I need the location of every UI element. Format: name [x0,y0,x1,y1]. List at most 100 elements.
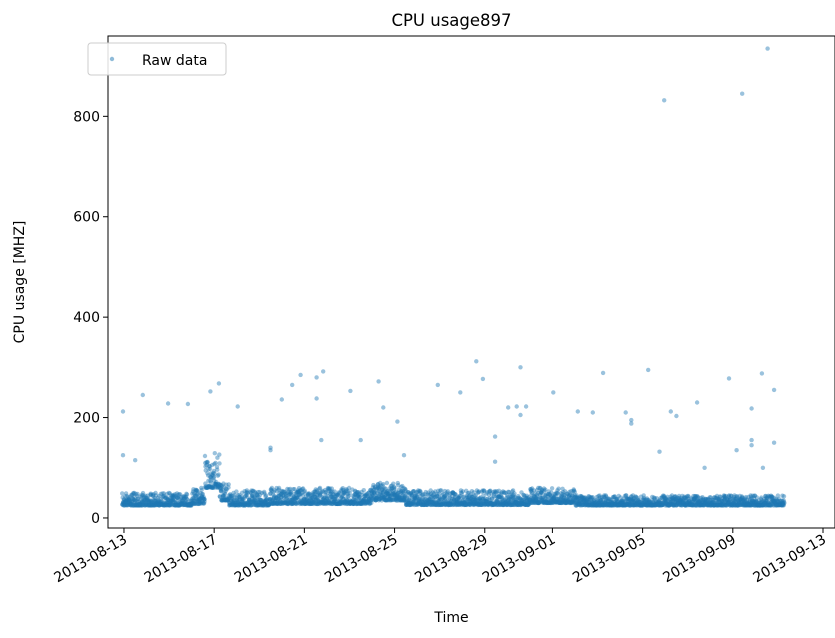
data-point [350,493,356,498]
data-point [120,409,126,414]
data-point [145,493,150,498]
data-point [290,499,295,505]
data-point [288,499,293,505]
data-point [211,470,216,476]
data-point [198,496,203,501]
data-point [252,498,257,503]
data-point [151,502,157,507]
data-point [340,500,345,506]
data-point [244,490,249,496]
data-point [282,500,287,505]
data-point [161,503,166,508]
data-point [315,492,321,497]
data-point [261,502,266,508]
data-point [135,496,140,501]
data-point [226,493,232,498]
data-point [300,486,305,492]
data-point [347,501,353,506]
data-point [273,499,278,504]
data-point [266,502,271,507]
data-point [252,489,257,494]
data-point [339,488,344,494]
data-point [352,491,358,497]
data-point [180,501,185,506]
data-point [349,499,354,504]
data-point [193,488,198,494]
data-point [269,499,274,504]
data-point [240,500,245,505]
data-point [161,494,166,499]
data-point [765,46,770,51]
data-point [200,496,205,501]
y-tick-label: 0 [91,511,100,527]
data-point [291,495,297,500]
data-point [170,493,175,498]
data-point [207,464,212,469]
data-point [518,412,523,418]
data-point [247,501,253,507]
data-point [316,498,321,503]
data-point [760,465,766,470]
data-point [327,498,332,504]
data-point [241,497,246,502]
data-point [333,492,338,497]
data-point [354,492,359,498]
data-point [126,497,131,502]
data-point [220,494,225,499]
data-point [296,486,302,491]
data-point [157,502,162,508]
data-point [299,501,304,506]
data-point [629,421,634,426]
data-point [333,494,338,499]
data-point [199,494,204,499]
data-point [198,495,204,501]
data-point [317,491,322,496]
data-point [209,480,214,485]
data-point [326,500,331,505]
data-point [350,498,355,503]
data-point [193,492,198,498]
data-point [264,497,269,502]
data-point [234,502,239,508]
data-point [492,434,498,439]
data-point [123,503,129,508]
data-point [291,487,296,492]
data-point [172,503,177,508]
data-point [326,499,332,505]
data-point [221,493,227,499]
data-point [139,503,144,508]
data-point [261,498,266,503]
data-point [315,501,320,507]
data-point [210,473,215,478]
data-point [178,502,183,507]
data-point [272,498,278,504]
data-point [182,502,188,508]
data-point [138,503,143,508]
data-point [282,500,288,505]
data-point [220,487,225,492]
data-point [283,495,288,500]
data-point [196,494,202,499]
data-point [151,496,156,501]
data-point [345,494,351,499]
data-point [206,483,211,488]
data-point [121,501,126,507]
data-point [332,499,338,504]
data-point [268,496,274,501]
y-tick-label: 600 [73,210,100,226]
data-point [195,491,200,496]
data-point [251,499,256,504]
data-point [125,503,130,508]
data-point [319,490,324,495]
data-point [169,501,174,507]
data-point [171,502,176,508]
data-point [306,499,312,505]
data-point [254,491,259,497]
data-point [167,503,172,508]
data-point [290,382,295,388]
data-point [246,498,252,503]
data-point [230,500,235,505]
data-point [275,498,281,503]
data-point [124,502,129,508]
